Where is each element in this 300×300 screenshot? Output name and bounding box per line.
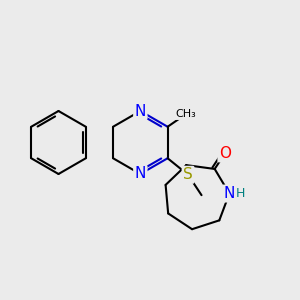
Text: N: N: [135, 167, 146, 182]
Text: S: S: [183, 167, 193, 182]
Text: N: N: [224, 186, 235, 201]
Text: O: O: [219, 146, 231, 161]
Text: H: H: [236, 187, 245, 200]
Text: N: N: [135, 103, 146, 118]
Text: CH₃: CH₃: [175, 109, 196, 119]
